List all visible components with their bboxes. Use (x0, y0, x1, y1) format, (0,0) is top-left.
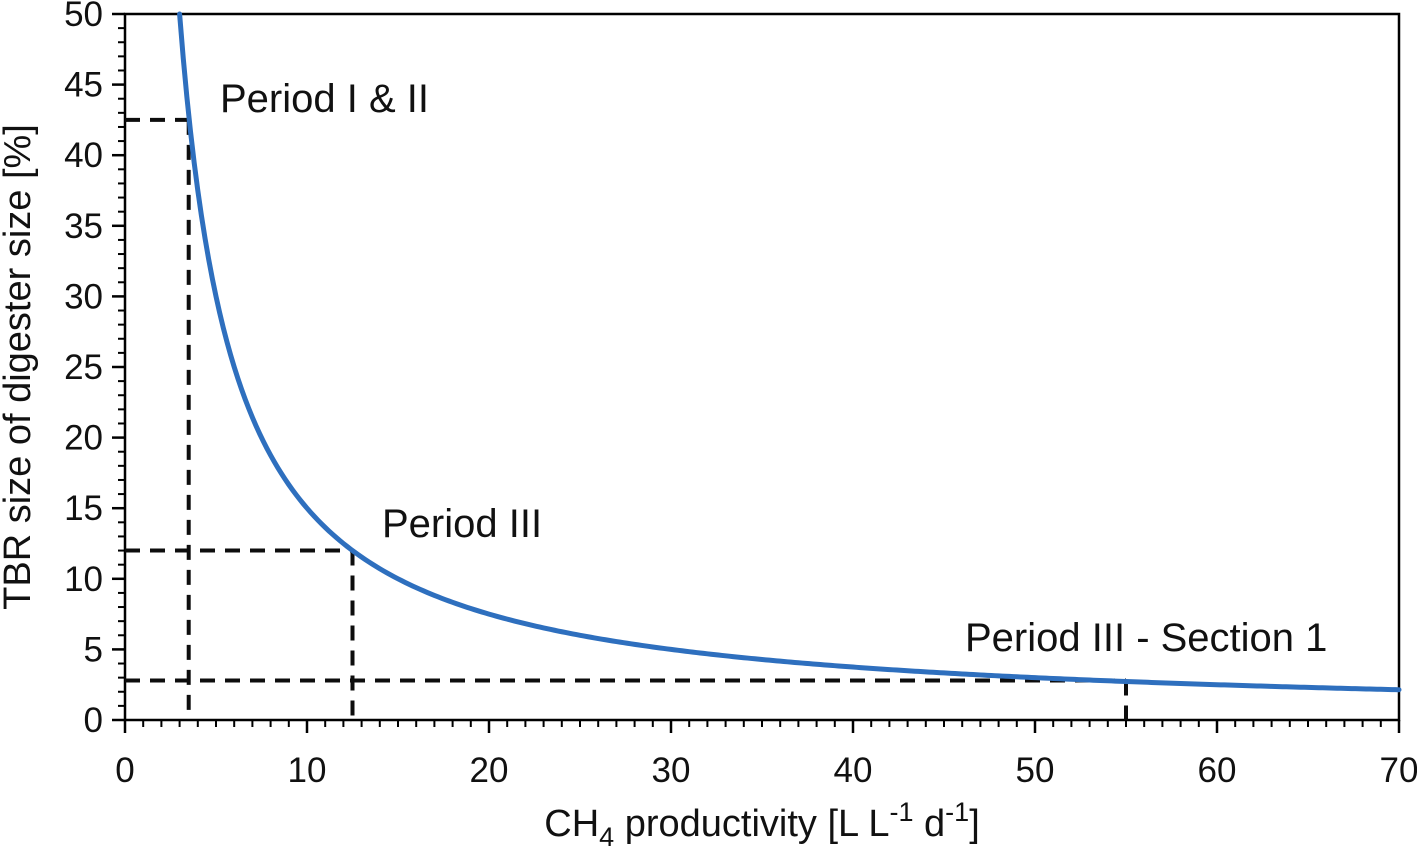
y-axis-tick-label: 0 (84, 701, 103, 740)
x-axis-tick-label: 10 (288, 751, 327, 790)
y-axis-tick-label: 40 (64, 136, 103, 175)
annotation-group: Period III - Section 1 (125, 616, 1327, 720)
x-axis-tick-label: 60 (1198, 751, 1237, 790)
annotation-label: Period III - Section 1 (965, 616, 1327, 660)
annotation-group: Period III (125, 502, 542, 720)
y-axis-title: TBR size of digester size [%] (0, 124, 39, 610)
y-axis-tick-label: 35 (64, 207, 103, 246)
y-axis-tick-label: 25 (64, 348, 103, 387)
x-axis-tick-label: 0 (115, 751, 134, 790)
x-axis-tick-label: 50 (1016, 751, 1055, 790)
x-axis-title: CH4 productivity [L L-1 d-1] (544, 797, 980, 852)
y-axis-tick-label: 5 (84, 630, 103, 669)
productivity-curve (177, 11, 1402, 693)
y-axis-tick-label: 10 (64, 560, 103, 599)
y-axis-tick-label: 30 (64, 277, 103, 316)
y-axis-tick-label: 45 (64, 66, 103, 105)
x-axis-tick-label: 70 (1380, 751, 1417, 790)
y-axis-tick-label: 15 (64, 489, 103, 528)
annotation-label: Period I & II (220, 77, 429, 121)
x-axis-tick-label: 40 (834, 751, 873, 790)
x-axis-tick-label: 30 (652, 751, 691, 790)
annotation-group: Period I & II (125, 77, 429, 720)
x-axis-tick-label: 20 (470, 751, 509, 790)
y-axis-tick-label: 20 (64, 419, 103, 458)
annotation-label: Period III (382, 502, 542, 546)
y-axis-tick-label: 50 (64, 0, 103, 34)
